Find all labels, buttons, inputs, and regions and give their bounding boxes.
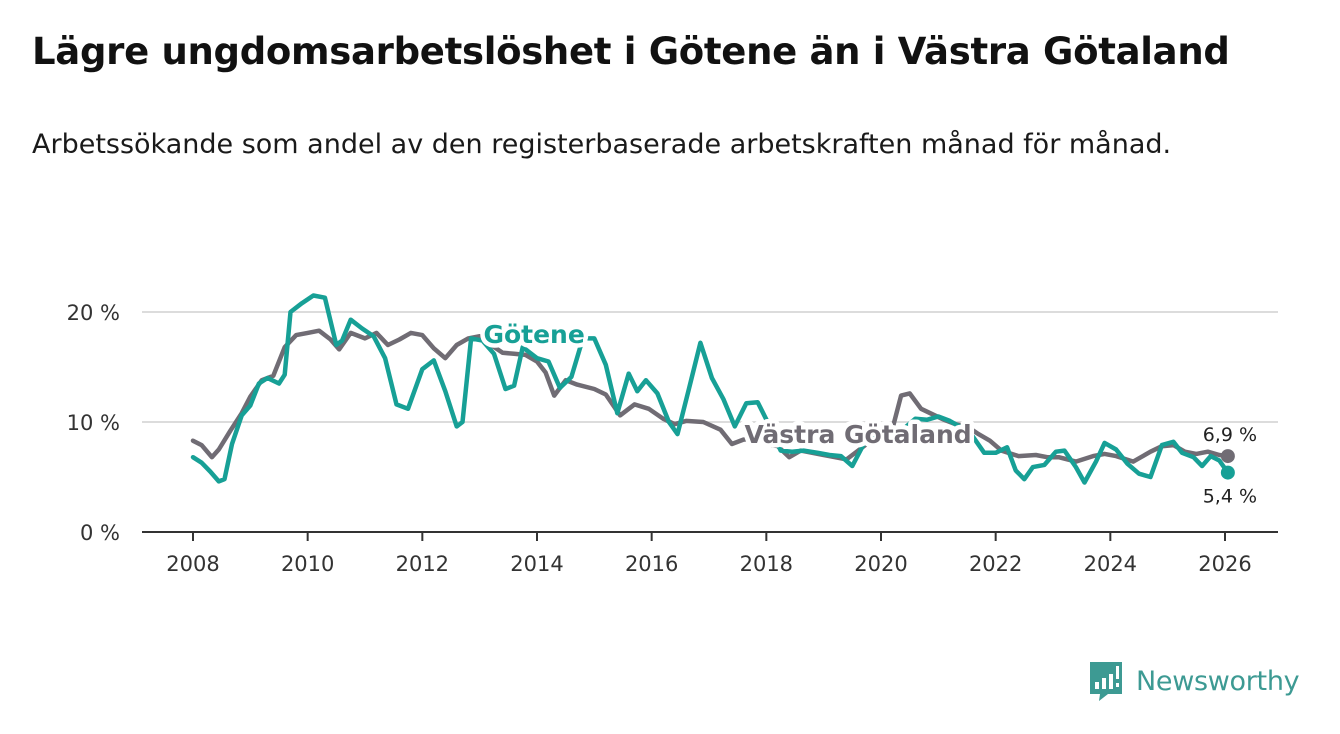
chart-title: Lägre ungdomsarbetslöshet i Götene än i … — [32, 30, 1230, 73]
x-tick-label: 2012 — [396, 552, 449, 576]
series-end-point — [1220, 465, 1235, 480]
end-value-label: 6,9 % — [1203, 424, 1257, 446]
brand-name: Newsworthy — [1136, 665, 1300, 697]
series-name-label: Götene — [483, 320, 584, 349]
y-tick-label: 20 % — [67, 301, 120, 325]
series-labels: 6,9 % 5,4 % Götene Västra Götaland — [479, 315, 1257, 508]
x-tick-label: 2024 — [1084, 552, 1137, 576]
chart-subtitle: Arbetssökande som andel av den registerb… — [32, 129, 1172, 160]
series-end-point — [1220, 449, 1235, 464]
y-axis: 0 % 10 % 20 % — [67, 301, 120, 545]
end-value-label: 5,4 % — [1203, 486, 1257, 508]
x-tick-label: 2020 — [854, 552, 907, 576]
x-tick-label: 2018 — [740, 552, 793, 576]
x-tick-label: 2016 — [625, 552, 678, 576]
y-tick-label: 0 % — [80, 521, 120, 545]
x-tick-label: 2022 — [969, 552, 1022, 576]
y-tick-label: 10 % — [67, 411, 120, 435]
grid-lines — [142, 311, 1278, 423]
x-tick-label: 2008 — [166, 552, 219, 576]
x-tick-label: 2010 — [281, 552, 334, 576]
series-line-g-tene — [190, 293, 1231, 485]
series-name-label: Västra Götaland — [744, 420, 971, 449]
newsworthy-logo-icon — [1090, 662, 1122, 701]
x-tick-label: 2014 — [510, 552, 563, 576]
x-tick-label: 2026 — [1198, 552, 1251, 576]
series-lines — [190, 293, 1235, 485]
series-line-v-stra-g-taland — [190, 328, 1231, 464]
x-axis: 2008 2010 2012 2014 2016 2018 2020 2022 2024 2026 — [142, 531, 1278, 576]
brand-logo: Newsworthy — [1088, 660, 1300, 702]
